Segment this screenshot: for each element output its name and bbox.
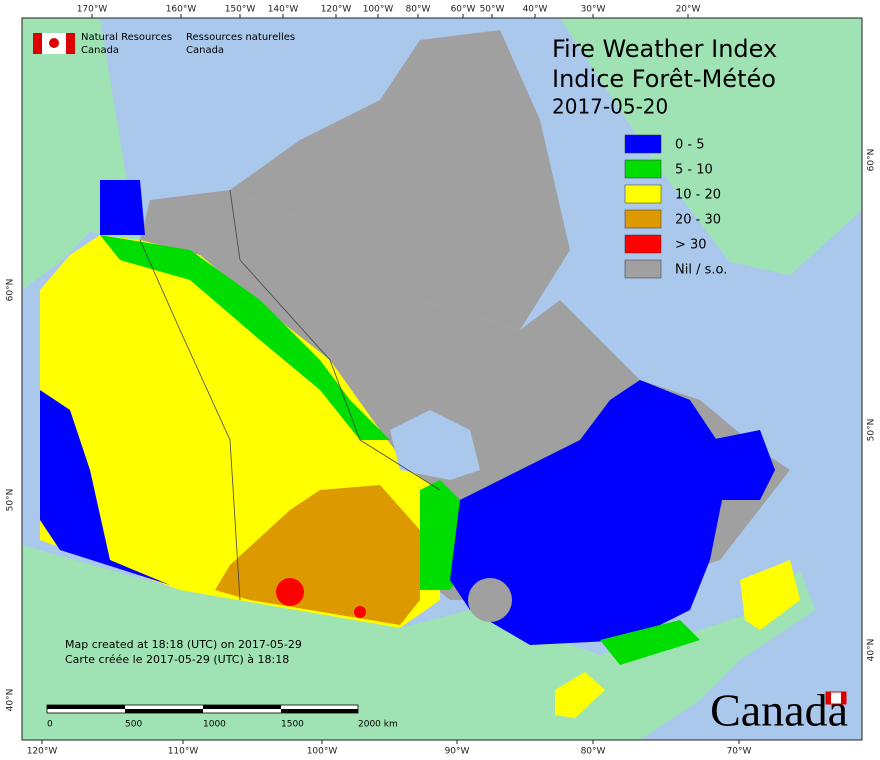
longitude-label: 150°W bbox=[225, 5, 256, 15]
latitude-label: 60°N bbox=[6, 279, 16, 302]
longitude-label: 100°W bbox=[363, 5, 394, 15]
longitude-label: 110°W bbox=[168, 747, 199, 757]
longitude-label: 160°W bbox=[166, 5, 197, 15]
flag bbox=[33, 33, 42, 54]
legend-label: 0 - 5 bbox=[675, 138, 705, 153]
fwi-20-30 bbox=[215, 485, 420, 625]
scale-label: 2000 km bbox=[358, 720, 398, 730]
legend-label: 20 - 30 bbox=[675, 213, 721, 228]
longitude-label: 20°W bbox=[676, 5, 701, 15]
fwi-0-5-west bbox=[40, 390, 170, 585]
longitude-label: 170°W bbox=[77, 5, 108, 15]
hudson-bay bbox=[390, 410, 480, 480]
fwi-5-10-stlawrence bbox=[600, 620, 700, 665]
date: 2017-05-20 bbox=[552, 95, 668, 119]
scale-label: 1000 bbox=[203, 720, 226, 730]
nil-patch bbox=[468, 578, 512, 622]
legend-swatch bbox=[624, 259, 662, 279]
legend-swatch bbox=[624, 209, 662, 229]
scale-labels: 0 500 1000 1500 2000 km bbox=[47, 720, 398, 730]
flag bbox=[49, 38, 59, 48]
title: Indice Forêt-Météo bbox=[552, 65, 776, 93]
scale-bar bbox=[46, 704, 359, 714]
latitude-label: 50°N bbox=[6, 489, 16, 512]
fwi-0-5-east bbox=[450, 380, 730, 645]
longitude-label: 80°W bbox=[406, 5, 431, 15]
legend-label: > 30 bbox=[675, 238, 707, 253]
latitude-label: 40°N bbox=[867, 639, 877, 662]
border bbox=[139, 239, 241, 601]
latitude-label: 50°N bbox=[867, 419, 877, 442]
arctic-islands bbox=[230, 30, 570, 330]
logo-text: Natural Resources bbox=[81, 32, 172, 43]
scale-label: 1500 bbox=[281, 720, 304, 730]
longitude-label: 50°W bbox=[480, 5, 505, 15]
fwi-5-10 bbox=[100, 235, 390, 440]
newfoundland bbox=[710, 430, 775, 500]
credit: Carte créée le 2017-05-29 (UTC) à 18:18 bbox=[65, 653, 289, 666]
title: Fire Weather Index bbox=[552, 35, 777, 63]
greenland bbox=[560, 18, 862, 275]
scale-label: 0 bbox=[47, 720, 53, 730]
longitude-label: 60°W bbox=[451, 5, 476, 15]
frame bbox=[21, 17, 863, 741]
longitude-label: 90°W bbox=[445, 747, 470, 757]
logo-text: Ressources naturelles bbox=[186, 32, 295, 43]
longitude-label: 100°W bbox=[307, 747, 338, 757]
legend: 0 - 5 5 - 10 10 - 20 20 - 30 > 30 Nil / s.o. bbox=[624, 134, 727, 279]
wordmark-flag bbox=[826, 692, 831, 704]
graticule-labels: 170°W 160°W 150°W 140°W 120°W 100°W 80°W 60°W 50… bbox=[6, 5, 877, 757]
longitude-label: 30°W bbox=[581, 5, 606, 15]
longitude-label: 70°W bbox=[727, 747, 752, 757]
longitude-label: 120°W bbox=[321, 5, 352, 15]
logo-text: Canada bbox=[81, 45, 119, 56]
scale-label: 500 bbox=[125, 720, 142, 730]
legend-label: 10 - 20 bbox=[675, 188, 721, 203]
legend-label: Nil / s.o. bbox=[675, 263, 727, 278]
fwi-30 bbox=[354, 606, 366, 618]
latitude-label: 40°N bbox=[6, 689, 16, 712]
flag bbox=[66, 33, 75, 54]
usa bbox=[22, 545, 815, 740]
fwi-30 bbox=[276, 578, 304, 606]
longitude-label: 140°W bbox=[268, 5, 299, 15]
latitude-label: 60°N bbox=[867, 149, 877, 172]
maritimes bbox=[740, 560, 800, 630]
longitude-label: 40°W bbox=[523, 5, 548, 15]
logo-text: Canada bbox=[186, 45, 224, 56]
credit: Map created at 18:18 (UTC) on 2017-05-29 bbox=[65, 638, 302, 651]
wordmark: Canada bbox=[710, 685, 848, 736]
southern-ontario bbox=[555, 672, 605, 718]
legend-label: 5 - 10 bbox=[675, 163, 713, 178]
legend-swatch bbox=[624, 134, 662, 154]
longitude-label: 120°W bbox=[27, 747, 58, 757]
fwi-0-5-yukon bbox=[100, 180, 145, 235]
legend-swatch bbox=[624, 184, 662, 204]
legend-swatch bbox=[624, 234, 662, 254]
legend-swatch bbox=[624, 159, 662, 179]
wordmark-flag bbox=[841, 692, 846, 704]
longitude-label: 80°W bbox=[581, 747, 606, 757]
border bbox=[229, 189, 441, 491]
